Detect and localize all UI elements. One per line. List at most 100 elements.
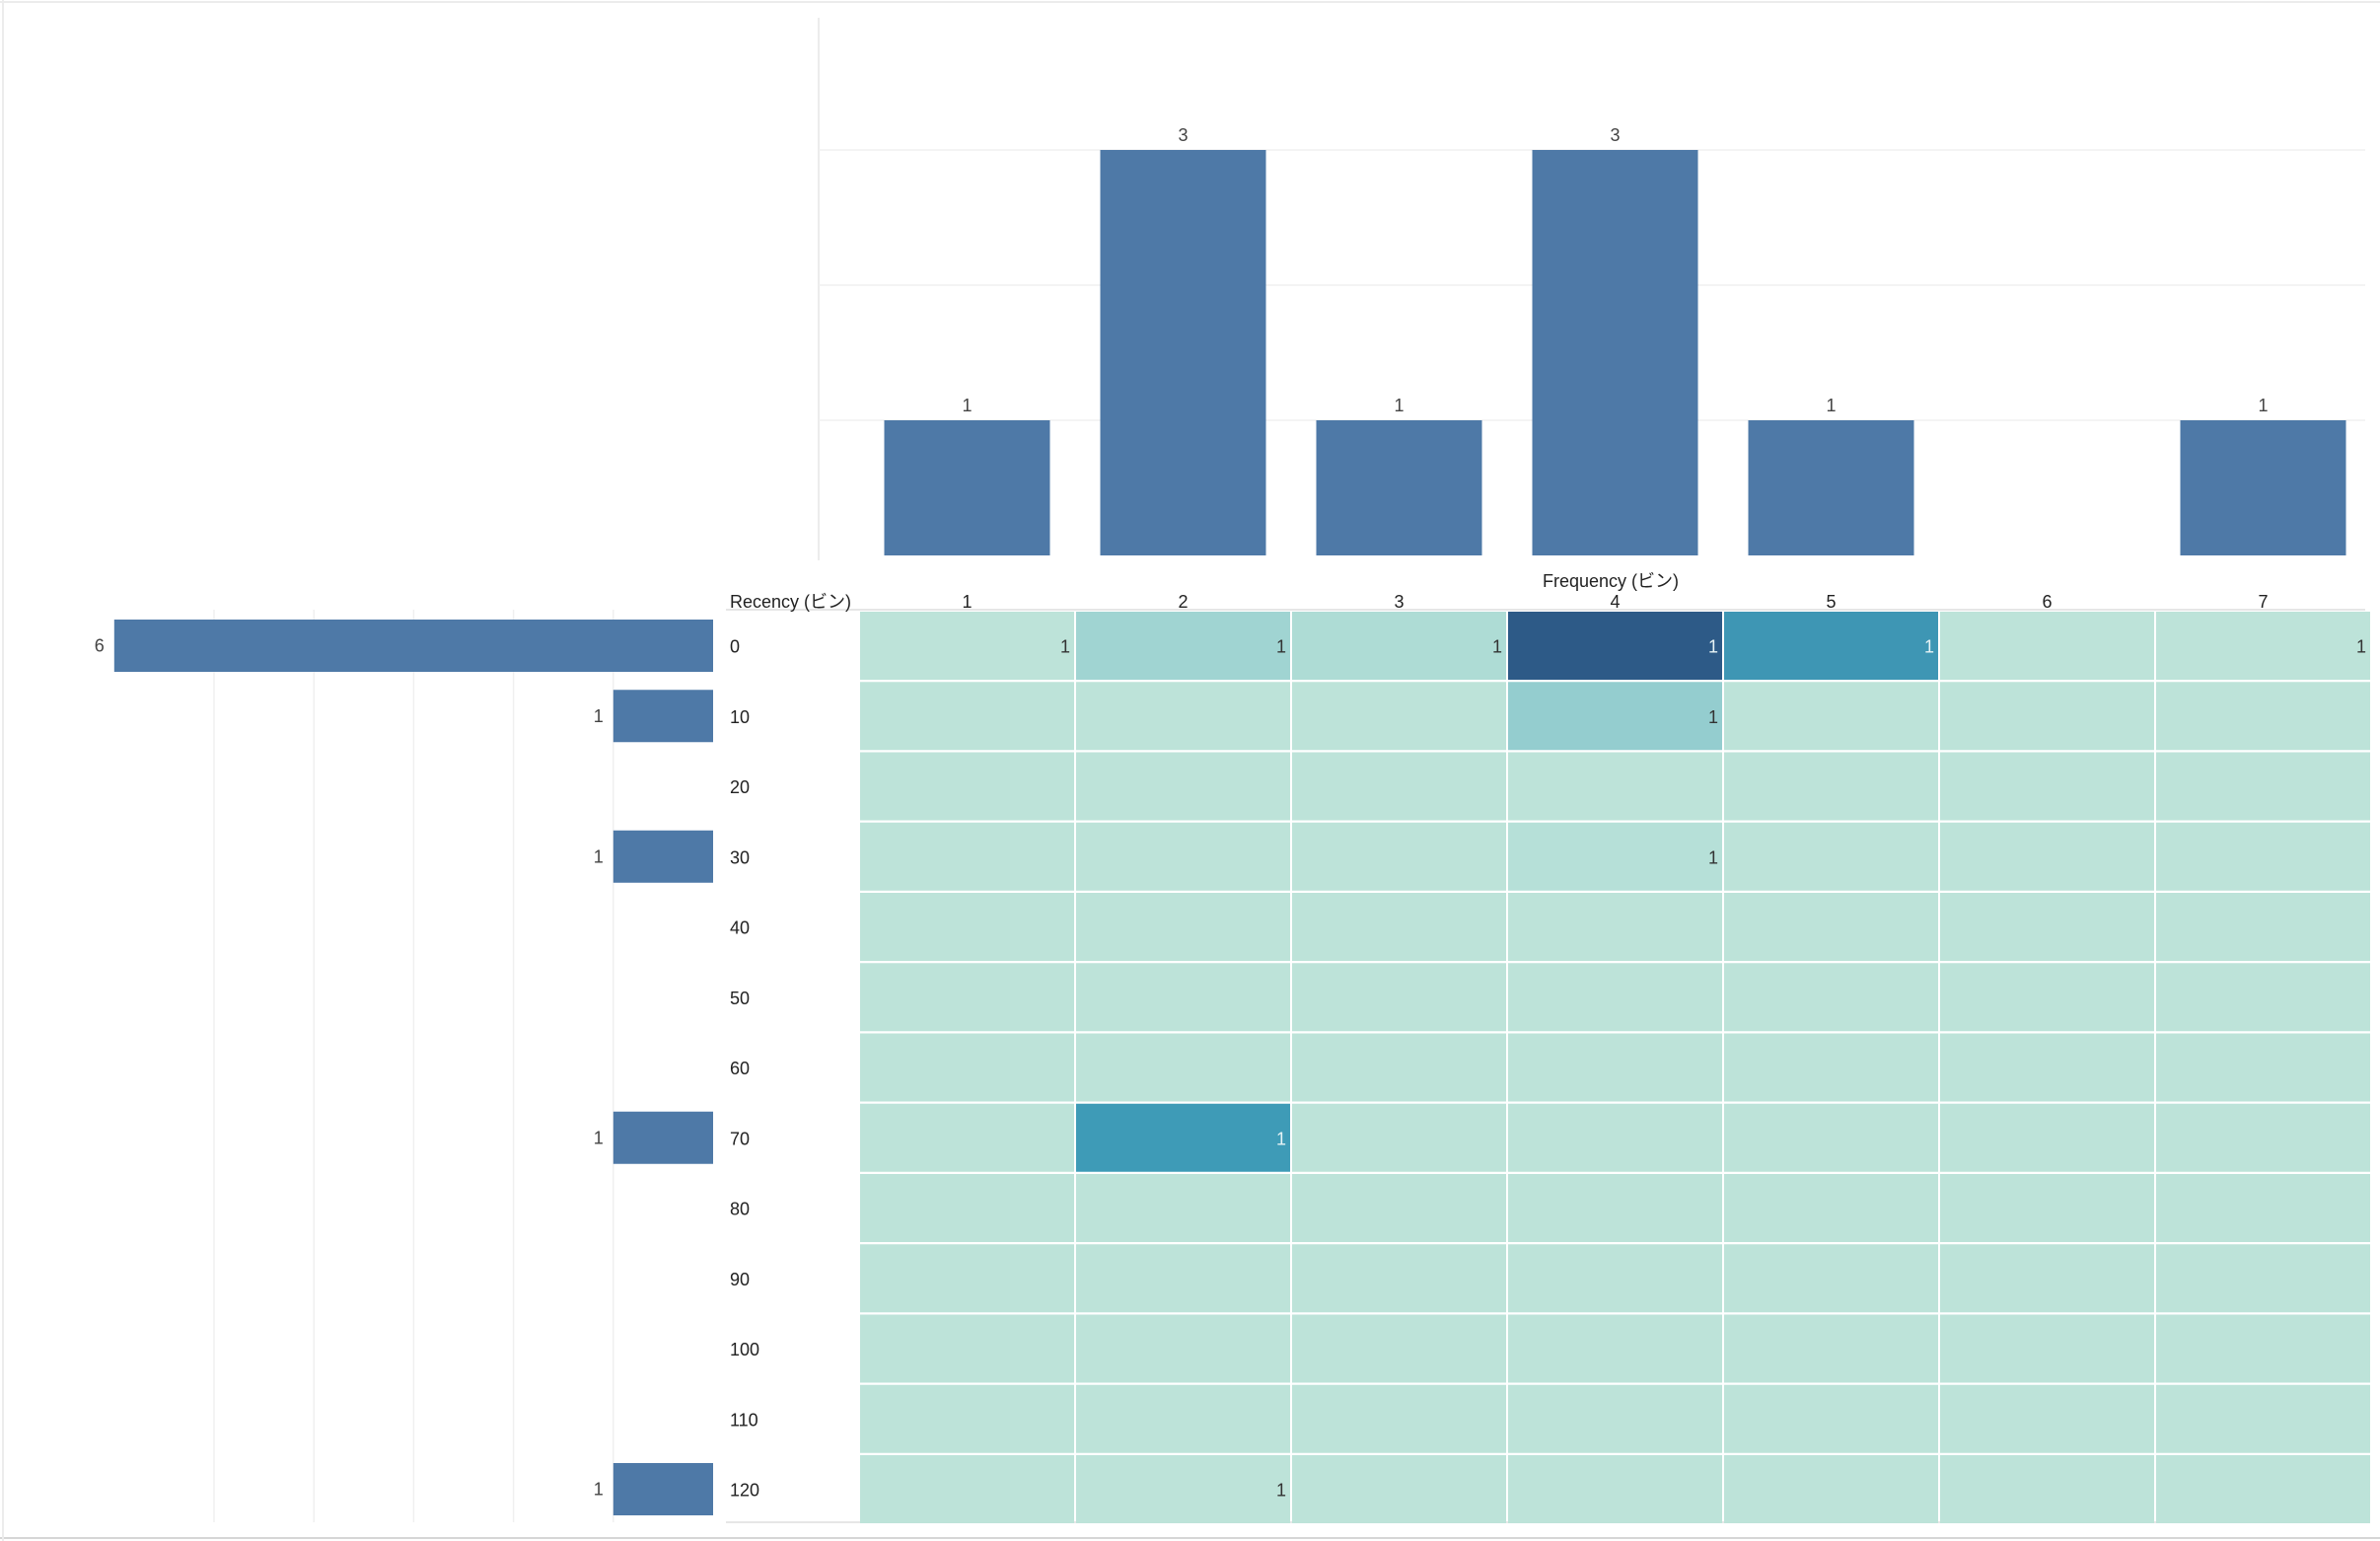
heatmap-cell[interactable] <box>860 893 1074 961</box>
heatmap-cell[interactable] <box>1940 752 2154 821</box>
heatmap-cell[interactable] <box>1292 1314 1506 1383</box>
heatmap-cell[interactable] <box>2156 1174 2370 1242</box>
heatmap-cell[interactable] <box>860 1455 1074 1523</box>
frequency-bar[interactable] <box>1100 150 1266 555</box>
heatmap-cell[interactable] <box>1508 822 1722 891</box>
heatmap-cell[interactable] <box>860 752 1074 821</box>
frequency-bar[interactable] <box>2180 420 2346 555</box>
heatmap-cell[interactable] <box>1292 822 1506 891</box>
heatmap-cell[interactable] <box>860 963 1074 1032</box>
heatmap-cell[interactable] <box>1508 1384 1722 1453</box>
heatmap-cell[interactable] <box>1940 963 2154 1032</box>
heatmap-cell[interactable] <box>1724 1033 1938 1102</box>
heatmap-cell[interactable] <box>1508 1455 1722 1523</box>
heatmap-cell[interactable] <box>1940 1103 2154 1172</box>
heatmap-cell[interactable] <box>1940 612 2154 680</box>
heatmap-cell[interactable] <box>1724 963 1938 1032</box>
heatmap-cell[interactable] <box>1724 1244 1938 1313</box>
heatmap-cell[interactable] <box>1076 752 1290 821</box>
heatmap-cell[interactable] <box>2156 893 2370 961</box>
heatmap-cell[interactable] <box>1508 1244 1722 1313</box>
heatmap-cell[interactable] <box>2156 822 2370 891</box>
heatmap-cell[interactable] <box>1076 1033 1290 1102</box>
heatmap-cell[interactable] <box>1076 612 1290 680</box>
heatmap-cell[interactable] <box>860 1174 1074 1242</box>
heatmap-cell[interactable] <box>1724 822 1938 891</box>
heatmap-cell[interactable] <box>1724 1174 1938 1242</box>
frequency-bar[interactable] <box>1748 420 1914 555</box>
frequency-bar[interactable] <box>884 420 1050 555</box>
heatmap-cell[interactable] <box>1940 1314 2154 1383</box>
recency-bar[interactable] <box>613 1111 713 1164</box>
heatmap-cell[interactable] <box>1724 1314 1938 1383</box>
heatmap-cell[interactable] <box>1508 1033 1722 1102</box>
recency-bar[interactable] <box>613 690 713 743</box>
recency-bar[interactable] <box>613 830 713 883</box>
heatmap-cell[interactable] <box>1508 752 1722 821</box>
heatmap-cell[interactable] <box>1076 822 1290 891</box>
heatmap-cell[interactable] <box>1724 893 1938 961</box>
heatmap-cell[interactable] <box>2156 752 2370 821</box>
heatmap-cell[interactable] <box>1724 1455 1938 1523</box>
heatmap-cell[interactable] <box>2156 1033 2370 1102</box>
heatmap-cell[interactable] <box>1724 682 1938 751</box>
heatmap-cell[interactable] <box>1076 1244 1290 1313</box>
heatmap-cell[interactable] <box>1076 1455 1290 1523</box>
recency-bar[interactable] <box>613 1463 713 1515</box>
heatmap-cell[interactable] <box>860 1314 1074 1383</box>
heatmap-cell[interactable] <box>1940 893 2154 961</box>
heatmap-cell[interactable] <box>1292 1244 1506 1313</box>
heatmap-cell[interactable] <box>1076 1103 1290 1172</box>
frequency-bar[interactable] <box>1532 150 1698 555</box>
heatmap-cell[interactable] <box>1940 1244 2154 1313</box>
heatmap-cell[interactable] <box>860 1033 1074 1102</box>
heatmap-cell[interactable] <box>1508 1103 1722 1172</box>
heatmap-cell[interactable] <box>2156 963 2370 1032</box>
heatmap-cell[interactable] <box>1508 612 1722 680</box>
heatmap-cell[interactable] <box>1940 682 2154 751</box>
heatmap-cell[interactable] <box>1076 1314 1290 1383</box>
heatmap-cell[interactable] <box>1076 1174 1290 1242</box>
heatmap-cell[interactable] <box>1724 1384 1938 1453</box>
heatmap-cell[interactable] <box>1508 893 1722 961</box>
heatmap-cell[interactable] <box>2156 1314 2370 1383</box>
recency-bar[interactable] <box>113 620 714 672</box>
heatmap-cell[interactable] <box>1292 893 1506 961</box>
heatmap-cell[interactable] <box>860 1244 1074 1313</box>
heatmap-cell[interactable] <box>1076 963 1290 1032</box>
heatmap-cell[interactable] <box>1940 822 2154 891</box>
heatmap-cell[interactable] <box>860 1384 1074 1453</box>
heatmap-cell[interactable] <box>860 822 1074 891</box>
heatmap-cell[interactable] <box>2156 682 2370 751</box>
heatmap-cell[interactable] <box>1076 893 1290 961</box>
heatmap-cell[interactable] <box>1076 1384 1290 1453</box>
heatmap-cell[interactable] <box>1508 682 1722 751</box>
heatmap-cell[interactable] <box>1076 682 1290 751</box>
heatmap-cell[interactable] <box>1508 963 1722 1032</box>
heatmap-cell[interactable] <box>2156 1455 2370 1523</box>
heatmap-cell[interactable] <box>1724 1103 1938 1172</box>
frequency-bar[interactable] <box>1316 420 1482 555</box>
heatmap-cell[interactable] <box>1940 1033 2154 1102</box>
heatmap-cell[interactable] <box>860 1103 1074 1172</box>
heatmap-cell[interactable] <box>2156 1103 2370 1172</box>
heatmap-cell[interactable] <box>2156 1384 2370 1453</box>
heatmap-cell[interactable] <box>1292 752 1506 821</box>
heatmap-cell[interactable] <box>1940 1384 2154 1453</box>
heatmap-cell[interactable] <box>1724 752 1938 821</box>
heatmap-cell[interactable] <box>1292 1384 1506 1453</box>
heatmap-cell[interactable] <box>860 682 1074 751</box>
heatmap-cell[interactable] <box>1292 1455 1506 1523</box>
heatmap-cell[interactable] <box>1292 963 1506 1032</box>
heatmap-cell[interactable] <box>1508 1174 1722 1242</box>
heatmap-cell[interactable] <box>1292 1174 1506 1242</box>
heatmap-cell[interactable] <box>860 612 1074 680</box>
heatmap-cell[interactable] <box>1724 612 1938 680</box>
heatmap-cell[interactable] <box>1292 682 1506 751</box>
heatmap-cell[interactable] <box>1292 612 1506 680</box>
heatmap-cell[interactable] <box>1940 1174 2154 1242</box>
heatmap-cell[interactable] <box>1292 1033 1506 1102</box>
heatmap-cell[interactable] <box>1508 1314 1722 1383</box>
heatmap-cell[interactable] <box>1292 1103 1506 1172</box>
heatmap-cell[interactable] <box>1940 1455 2154 1523</box>
